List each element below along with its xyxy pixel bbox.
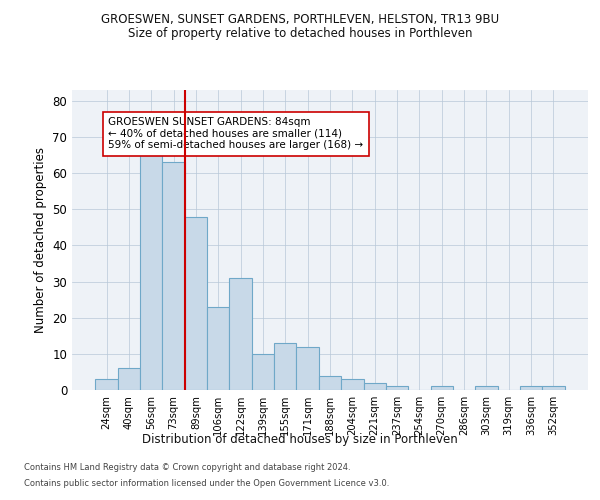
Bar: [341, 379, 364, 390]
Bar: [207, 307, 229, 390]
Text: Size of property relative to detached houses in Porthleven: Size of property relative to detached ho…: [128, 28, 472, 40]
Bar: [252, 354, 274, 390]
Bar: [296, 346, 319, 390]
Bar: [520, 386, 542, 390]
Bar: [319, 376, 341, 390]
Text: GROESWEN SUNSET GARDENS: 84sqm
← 40% of detached houses are smaller (114)
59% of: GROESWEN SUNSET GARDENS: 84sqm ← 40% of …: [109, 117, 364, 150]
Text: Distribution of detached houses by size in Porthleven: Distribution of detached houses by size …: [142, 432, 458, 446]
Bar: [229, 278, 252, 390]
Text: GROESWEN, SUNSET GARDENS, PORTHLEVEN, HELSTON, TR13 9BU: GROESWEN, SUNSET GARDENS, PORTHLEVEN, HE…: [101, 12, 499, 26]
Bar: [475, 386, 497, 390]
Bar: [185, 216, 207, 390]
Bar: [542, 386, 565, 390]
Bar: [163, 162, 185, 390]
Bar: [364, 383, 386, 390]
Bar: [118, 368, 140, 390]
Bar: [431, 386, 453, 390]
Bar: [274, 343, 296, 390]
Bar: [386, 386, 408, 390]
Text: Contains public sector information licensed under the Open Government Licence v3: Contains public sector information licen…: [24, 478, 389, 488]
Bar: [140, 155, 163, 390]
Y-axis label: Number of detached properties: Number of detached properties: [34, 147, 47, 333]
Text: Contains HM Land Registry data © Crown copyright and database right 2024.: Contains HM Land Registry data © Crown c…: [24, 464, 350, 472]
Bar: [95, 379, 118, 390]
